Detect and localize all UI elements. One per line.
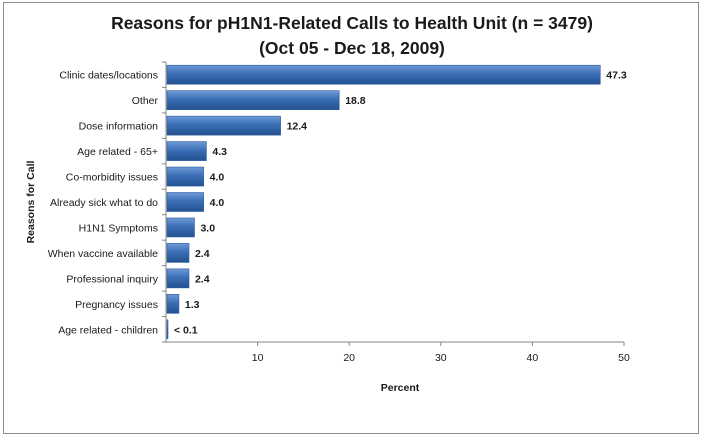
category-label: Co-morbidity issues	[66, 172, 158, 184]
data-label: < 0.1	[174, 324, 198, 336]
bar	[166, 294, 180, 314]
x-tick-label: 40	[527, 352, 539, 364]
data-label: 2.4	[195, 273, 210, 285]
data-label: 12.4	[287, 121, 308, 133]
bar	[166, 268, 190, 289]
category-label: Already sick what to do	[50, 197, 158, 209]
bar	[166, 64, 601, 85]
bar	[166, 166, 204, 187]
data-label: 3.0	[200, 222, 215, 234]
category-label: Professional inquiry	[66, 273, 158, 285]
category-label: Age related - children	[58, 324, 158, 336]
category-label: Other	[132, 95, 159, 107]
bar	[166, 192, 204, 212]
category-label: Age related - 65+	[77, 146, 158, 158]
bar	[166, 115, 281, 136]
category-label: Clinic dates/locations	[59, 70, 158, 82]
y-axis-title: Reasons for Call	[25, 160, 37, 243]
x-tick-label: 30	[435, 352, 447, 364]
category-label: Pregnancy issues	[75, 299, 158, 311]
bar	[166, 90, 340, 110]
data-label: 4.0	[210, 172, 225, 184]
bar	[166, 141, 207, 161]
bar	[166, 319, 169, 340]
x-tick-label: 10	[252, 352, 264, 364]
x-axis-title: Percent	[381, 382, 420, 394]
category-label: When vaccine available	[48, 248, 158, 260]
bar	[166, 243, 190, 263]
data-label: 47.3	[606, 70, 627, 82]
x-tick-label: 20	[343, 352, 355, 364]
x-tick-label: 50	[618, 352, 630, 364]
data-label: 2.4	[195, 248, 210, 260]
data-label: 1.3	[185, 299, 200, 311]
data-label: 18.8	[345, 95, 366, 107]
bar	[166, 217, 195, 238]
data-label: 4.0	[210, 197, 225, 209]
data-label: 4.3	[212, 146, 227, 158]
category-label: Dose information	[79, 121, 159, 133]
chart-title: Reasons for pH1N1-Related Calls to Healt…	[111, 13, 593, 33]
category-label: H1N1 Symptoms	[79, 222, 158, 234]
chart-subtitle: (Oct 05 - Dec 18, 2009)	[259, 38, 445, 58]
